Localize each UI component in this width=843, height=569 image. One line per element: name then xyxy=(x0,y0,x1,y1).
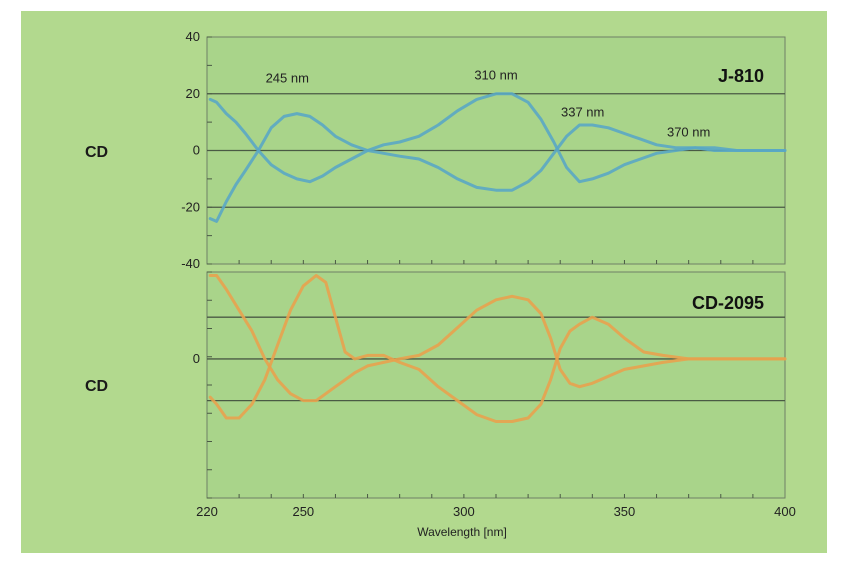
j810-ylabel: CD xyxy=(85,144,108,161)
peak-label: 370 nm xyxy=(667,124,710,139)
peak-label: 310 nm xyxy=(474,68,517,83)
x-tick-label: 300 xyxy=(453,504,475,519)
peak-label: 337 nm xyxy=(561,104,604,119)
x-tick-label: 220 xyxy=(196,504,218,519)
cd2095-y-ticks: 0 xyxy=(193,271,212,499)
j810-series xyxy=(208,92,787,223)
cd2095-series xyxy=(208,274,787,423)
cd-spectra-chart: 40 20 0 -20 -40 0 220 250 300 350 400 245 nm 310 … xyxy=(85,29,796,539)
chart-panel: 40 20 0 -20 -40 0 220 250 300 350 400 245 nm 310 … xyxy=(21,11,827,553)
y-tick-label: -40 xyxy=(181,256,200,271)
cd2095-series-line-2 xyxy=(208,274,787,423)
cd2095-instrument-label: CD-2095 xyxy=(692,293,764,313)
x-tick-label: 250 xyxy=(292,504,314,519)
cd2095-series-line-1 xyxy=(208,274,787,403)
y-tick-label: 40 xyxy=(186,29,200,44)
cd2095-ylabel: CD xyxy=(85,378,108,395)
peak-labels: 245 nm 310 nm 337 nm 370 nm xyxy=(266,68,711,140)
y-tick-label: 0 xyxy=(193,351,200,366)
x-axis-ticks: 220 250 300 350 400 xyxy=(196,260,796,519)
x-axis-label: Wavelength [nm] xyxy=(417,525,507,539)
j810-instrument-label: J-810 xyxy=(718,66,764,86)
y-tick-label: 0 xyxy=(193,143,200,158)
x-tick-label: 350 xyxy=(614,504,636,519)
j810-y-ticks: 40 20 0 -20 -40 xyxy=(181,29,212,271)
j810-series-line-1 xyxy=(208,92,787,184)
cd2095-plot-area xyxy=(206,271,786,499)
y-tick-label: 20 xyxy=(186,86,200,101)
peak-label: 245 nm xyxy=(266,70,309,85)
j810-series-line-2 xyxy=(208,112,787,223)
x-tick-label: 400 xyxy=(774,504,796,519)
y-tick-label: -20 xyxy=(181,199,200,214)
